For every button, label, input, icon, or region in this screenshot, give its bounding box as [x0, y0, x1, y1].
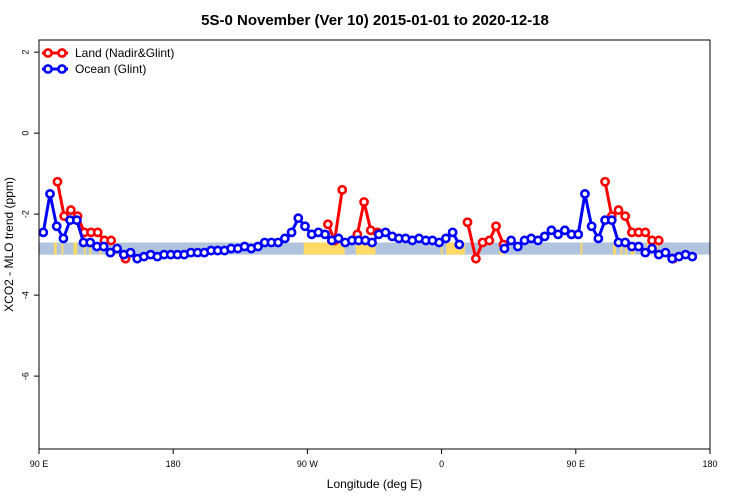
series-line — [326, 189, 344, 247]
data-point — [323, 219, 333, 230]
data-point — [380, 227, 391, 238]
data-point — [499, 243, 510, 254]
data-point — [620, 211, 631, 222]
y-tick-label: -6 — [20, 372, 30, 380]
legend-swatch-point — [57, 48, 67, 58]
data-point — [293, 213, 304, 224]
land-band — [53, 242, 57, 255]
legend-swatch-point — [43, 64, 53, 74]
data-point — [580, 188, 590, 199]
data-point — [92, 227, 103, 238]
data-point — [71, 215, 82, 226]
y-tick-label: -2 — [20, 210, 30, 218]
data-point — [633, 241, 644, 252]
data-point — [613, 205, 624, 215]
data-point — [440, 233, 451, 244]
data-point — [434, 237, 445, 248]
data-point — [647, 243, 657, 254]
land-band — [61, 242, 64, 255]
data-point — [553, 229, 563, 240]
chart-title-group: 5S-0 November (Ver 10) 2015-01-01 to 202… — [201, 12, 549, 29]
land-band — [83, 242, 86, 255]
data-point — [620, 237, 631, 248]
legend-label: Land (Nadir&Glint) — [75, 46, 174, 60]
data-point — [359, 197, 369, 207]
data-point — [687, 251, 698, 262]
data-point — [546, 225, 557, 236]
x-tick-label: 180 — [702, 459, 717, 469]
data-point — [286, 227, 297, 238]
data-point — [106, 235, 117, 246]
x-axis-title: Longitude (deg E) — [327, 477, 422, 491]
data-point — [112, 243, 122, 254]
land-band — [613, 242, 616, 255]
data-point — [38, 227, 49, 238]
legend-swatch-point — [43, 48, 53, 58]
x-tick-label: 90 E — [567, 459, 586, 469]
data-point — [367, 237, 377, 248]
data-point — [660, 247, 671, 258]
data-point — [85, 237, 96, 248]
x-tick-label: 90 E — [30, 459, 49, 469]
data-point — [462, 217, 473, 228]
data-point — [593, 233, 604, 244]
data-point — [640, 247, 651, 258]
data-point — [491, 221, 501, 232]
data-point — [600, 176, 610, 187]
land-band — [303, 242, 345, 255]
data-point — [51, 221, 62, 232]
data-point — [573, 229, 584, 240]
data-point — [65, 205, 76, 215]
data-point — [640, 227, 651, 238]
x-tick-label: 180 — [166, 459, 181, 469]
legend-label: Ocean (Glint) — [75, 62, 146, 76]
series-ocean — [38, 188, 698, 264]
data-point — [559, 225, 570, 236]
y-tick-label: 2 — [20, 50, 30, 55]
data-point — [512, 241, 523, 252]
data-point — [45, 188, 55, 199]
land-band — [73, 242, 78, 255]
data-point — [533, 235, 543, 246]
data-point — [98, 241, 109, 252]
y-tick-label: 0 — [20, 131, 30, 136]
data-point — [333, 233, 344, 244]
data-point — [470, 253, 481, 264]
data-point — [125, 247, 136, 258]
series-layer — [38, 176, 698, 264]
data-point — [253, 241, 263, 252]
land-band — [440, 242, 443, 255]
x-tick-label: 90 W — [297, 459, 319, 469]
data-point — [447, 227, 458, 238]
data-point — [484, 235, 495, 246]
data-point — [506, 235, 517, 246]
data-point — [539, 231, 550, 242]
data-point — [273, 237, 284, 248]
x-tick-label: 0 — [439, 459, 444, 469]
data-point — [337, 184, 348, 195]
x-axis: 90 E 180 90 W 0 90 E 180 — [30, 449, 718, 469]
land-band — [580, 242, 583, 255]
data-point — [105, 247, 116, 258]
data-point — [58, 233, 69, 244]
data-point — [454, 239, 465, 250]
land-band — [625, 242, 628, 255]
data-point — [279, 233, 290, 244]
legend: Land (Nadir&Glint) Ocean (Glint) — [42, 46, 174, 76]
chart-title: 5S-0 November (Ver 10) 2015-01-01 to 202… — [201, 12, 549, 29]
land-band — [89, 242, 92, 255]
y-axis: 2 0 -2 -4 -6 — [20, 50, 39, 380]
data-point — [320, 229, 331, 240]
y-axis-title: XCO2 - MLO trend (ppm) — [2, 177, 16, 312]
plot-frame — [38, 39, 711, 450]
data-point — [300, 221, 310, 232]
data-point — [606, 215, 617, 226]
land-band — [620, 242, 623, 255]
data-point — [52, 176, 63, 187]
data-point — [653, 235, 664, 246]
data-point — [586, 221, 597, 232]
legend-swatch-point — [57, 64, 67, 74]
y-tick-label: -4 — [20, 291, 30, 299]
